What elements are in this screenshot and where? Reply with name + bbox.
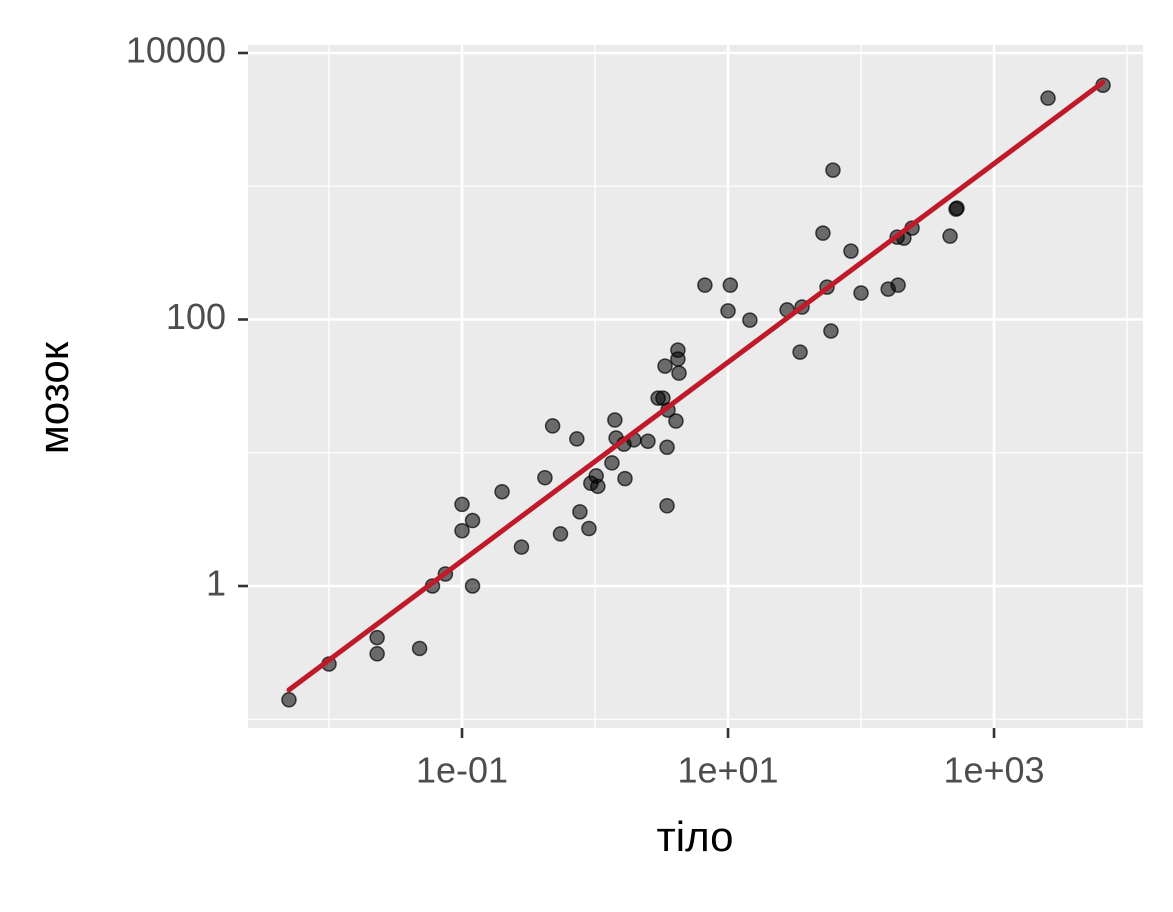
point — [890, 277, 906, 293]
point — [671, 365, 687, 381]
point — [552, 526, 569, 542]
x-tick-label: 1e+01 — [677, 750, 778, 791]
point — [949, 200, 965, 216]
x-tick-label: 1e+03 — [943, 750, 1044, 791]
point — [659, 439, 675, 455]
point — [369, 629, 385, 646]
point — [454, 496, 470, 513]
point — [544, 418, 561, 434]
point — [464, 578, 481, 594]
y-tick-label: 100 — [166, 296, 226, 337]
point — [454, 522, 470, 539]
point — [825, 162, 841, 178]
point — [607, 412, 623, 428]
y-axis-title: мозок — [30, 341, 77, 454]
x-axis-title: тіло — [657, 813, 734, 860]
point — [843, 243, 859, 259]
point — [537, 469, 553, 486]
point — [411, 640, 428, 657]
point — [369, 646, 385, 662]
point — [617, 470, 633, 487]
point — [659, 498, 675, 514]
point — [670, 351, 686, 367]
point — [942, 228, 958, 244]
point — [722, 277, 739, 293]
point — [853, 285, 869, 301]
point — [569, 431, 585, 447]
point — [792, 344, 808, 360]
point — [513, 539, 530, 555]
point — [281, 692, 297, 708]
point — [823, 323, 839, 339]
fit-line — [286, 79, 1106, 693]
point — [720, 303, 736, 319]
point — [640, 433, 656, 449]
point — [815, 225, 831, 241]
point — [581, 520, 597, 537]
y-tick-label: 10000 — [126, 30, 226, 71]
point — [494, 483, 510, 500]
point — [668, 413, 684, 429]
point — [1040, 90, 1056, 106]
point — [572, 504, 588, 520]
point — [697, 277, 713, 293]
point — [590, 478, 606, 495]
y-tick-label: 1 — [206, 563, 226, 604]
point — [604, 455, 620, 471]
x-tick-label: 1e-01 — [416, 750, 508, 791]
point — [464, 512, 481, 529]
point — [657, 358, 673, 374]
point — [742, 312, 758, 328]
